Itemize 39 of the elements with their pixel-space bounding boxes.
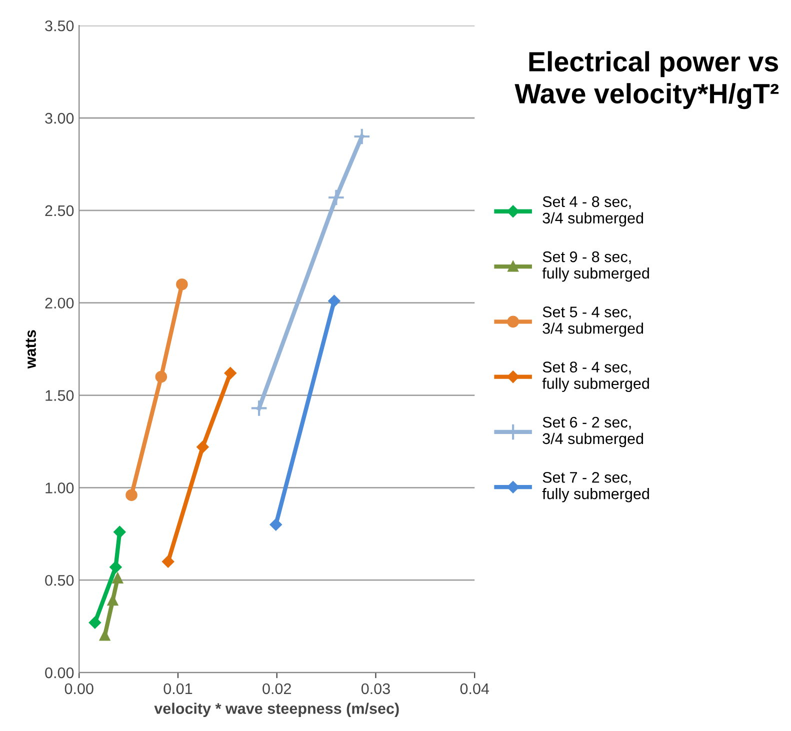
legend-label: Set 4 - 8 sec, 3/4 submerged <box>542 196 644 227</box>
point <box>110 561 122 574</box>
point <box>114 526 126 538</box>
point <box>126 489 138 501</box>
point <box>88 616 101 629</box>
point <box>100 630 110 641</box>
x-tick-label: 0.01 <box>164 683 192 694</box>
y-tick-label: 2.50 <box>45 205 74 216</box>
y-tick-label: 2.00 <box>45 298 74 309</box>
point <box>353 128 371 146</box>
legend-label: Set 9 - 8 sec, fully submerged <box>542 251 649 282</box>
point <box>155 370 168 383</box>
point <box>328 295 340 307</box>
legend-label: Set 6 - 2 sec, 3/4 submerged <box>542 416 644 448</box>
y-tick-label: 3.50 <box>45 20 74 32</box>
point <box>162 556 174 568</box>
x-tick-label: 0.03 <box>361 683 390 694</box>
y-tick-label: 0.00 <box>45 667 74 678</box>
y-tick-label: 1.50 <box>46 390 74 401</box>
point <box>108 595 118 606</box>
legend-label: Set 7 - 2 sec, fully submerged <box>542 472 649 502</box>
x-tick-label: 0.00 <box>64 683 94 694</box>
legend-label: Set 5 - 4 sec, 3/4 submerged <box>542 306 644 337</box>
point <box>270 518 282 531</box>
x-tick-label: 0.02 <box>262 683 291 694</box>
point <box>250 400 268 417</box>
y-tick-label: 0.50 <box>45 574 74 586</box>
point <box>327 188 345 206</box>
x-axis-title: velocity * wave steepness (m/sec) <box>154 702 399 717</box>
point <box>176 278 188 290</box>
x-tick-label: 0.04 <box>460 683 490 694</box>
text: Electrical power vs Wave velocity*H/gT² <box>514 51 779 110</box>
point <box>196 441 209 453</box>
y-tick-label: 3.00 <box>45 112 74 124</box>
y-tick-label: 1.00 <box>46 482 74 494</box>
point <box>112 573 123 584</box>
point <box>224 367 236 380</box>
legend-label: Set 8 - 4 sec, fully submerged <box>542 362 649 392</box>
y-axis-title: watts <box>26 330 36 369</box>
